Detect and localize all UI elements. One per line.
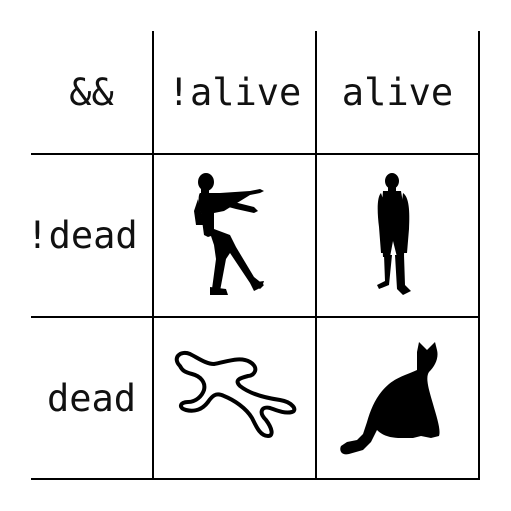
column-header-not-alive: !alive	[167, 70, 302, 114]
grid-line-h2	[31, 316, 480, 318]
corner-label: &&	[69, 70, 114, 114]
grid-line-v1	[152, 31, 154, 480]
row-header-dead: dead	[46, 376, 137, 420]
zombie-icon	[194, 173, 264, 295]
body-outline-icon	[174, 351, 297, 438]
grid-line-v3	[478, 31, 480, 480]
person-icon	[377, 173, 411, 295]
grid-line-v2	[315, 31, 317, 480]
grid-line-h3	[31, 478, 480, 480]
column-header-alive: alive	[341, 70, 454, 114]
grid-line-h1	[31, 153, 480, 155]
row-header-not-dead: !dead	[26, 214, 138, 257]
cat-icon	[340, 342, 440, 455]
